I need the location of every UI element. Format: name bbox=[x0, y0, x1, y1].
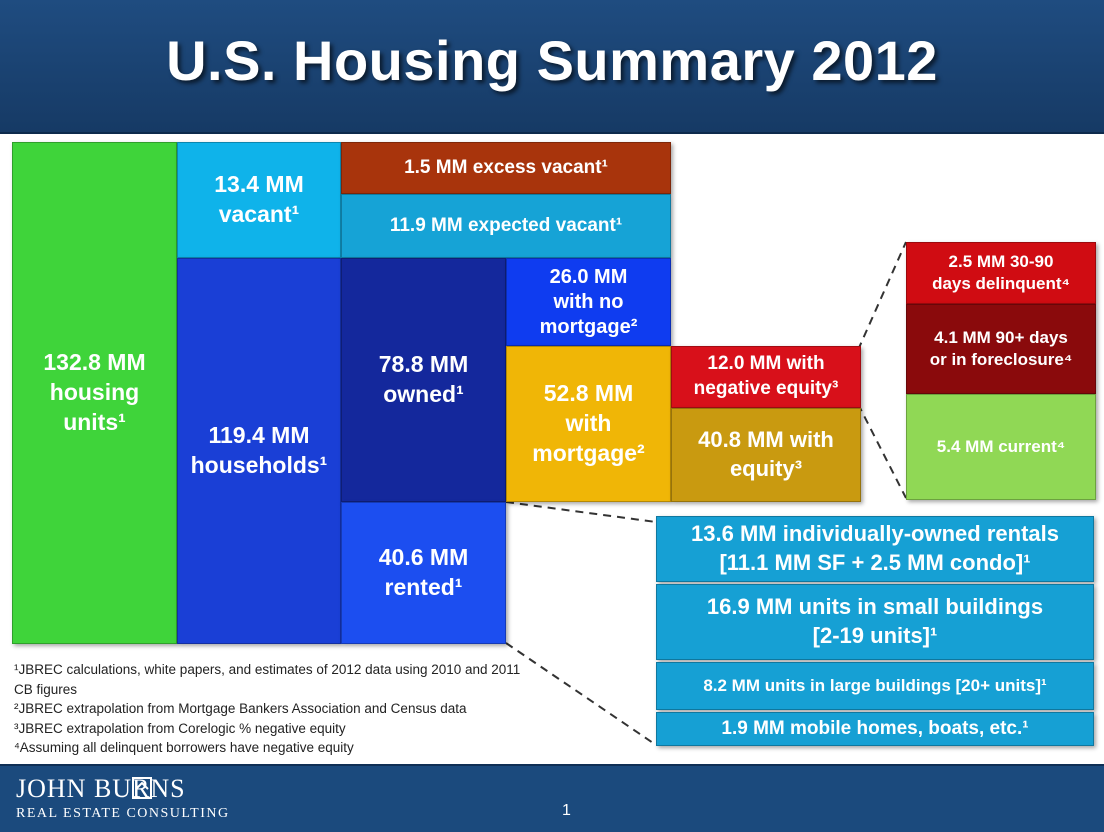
delinquent-90-plus-box: 4.1 MM 90+ days or in foreclosure⁴ bbox=[906, 304, 1096, 394]
page-number: 1 bbox=[562, 802, 571, 819]
delinquent-30-90-box: 2.5 MM 30-90 days delinquent⁴ bbox=[906, 242, 1096, 304]
expected-vacant-box: 11.9 MM expected vacant¹ bbox=[341, 194, 671, 258]
housing-units-box: 132.8 MM housing units¹ bbox=[12, 142, 177, 644]
footnote-3: ³JBREC extrapolation from Corelogic % ne… bbox=[14, 720, 346, 736]
small-buildings-box: 16.9 MM units in small buildings [2-19 u… bbox=[656, 584, 1094, 660]
rented-box: 40.6 MM rented¹ bbox=[341, 502, 506, 644]
excess-vacant-box: 1.5 MM excess vacant¹ bbox=[341, 142, 671, 194]
company-logo-text: JOHN BURNS bbox=[16, 774, 186, 803]
company-logo-subtitle: REAL ESTATE CONSULTING bbox=[16, 806, 230, 821]
with-equity-box: 40.8 MM with equity³ bbox=[671, 408, 861, 502]
vacant-box: 13.4 MM vacant¹ bbox=[177, 142, 341, 258]
footnote-2: ²JBREC extrapolation from Mortgage Banke… bbox=[14, 701, 467, 717]
households-box: 119.4 MM households¹ bbox=[177, 258, 341, 644]
footnote-1: ¹JBREC calculations, white papers, and e… bbox=[14, 662, 521, 697]
house-logo-icon bbox=[132, 777, 152, 799]
individually-owned-rentals-box: 13.6 MM individually-owned rentals [11.1… bbox=[656, 516, 1094, 582]
slide-title: U.S. Housing Summary 2012 bbox=[166, 29, 938, 92]
footnote-4: ⁴Assuming all delinquent borrowers have … bbox=[14, 740, 354, 756]
owned-box: 78.8 MM owned¹ bbox=[341, 258, 506, 502]
no-mortgage-box: 26.0 MM with no mortgage² bbox=[506, 258, 671, 346]
footnotes: ¹JBREC calculations, white papers, and e… bbox=[14, 660, 534, 758]
header-bar: U.S. Housing Summary 2012 bbox=[0, 0, 1104, 134]
mobile-homes-box: 1.9 MM mobile homes, boats, etc.¹ bbox=[656, 712, 1094, 746]
large-buildings-box: 8.2 MM units in large buildings [20+ uni… bbox=[656, 662, 1094, 710]
current-box: 5.4 MM current⁴ bbox=[906, 394, 1096, 500]
footer-bar: JOHN BURNS REAL ESTATE CONSULTING 1 bbox=[0, 764, 1104, 832]
with-mortgage-box: 52.8 MM with mortgage² bbox=[506, 346, 671, 502]
negative-equity-box: 12.0 MM with negative equity³ bbox=[671, 346, 861, 408]
